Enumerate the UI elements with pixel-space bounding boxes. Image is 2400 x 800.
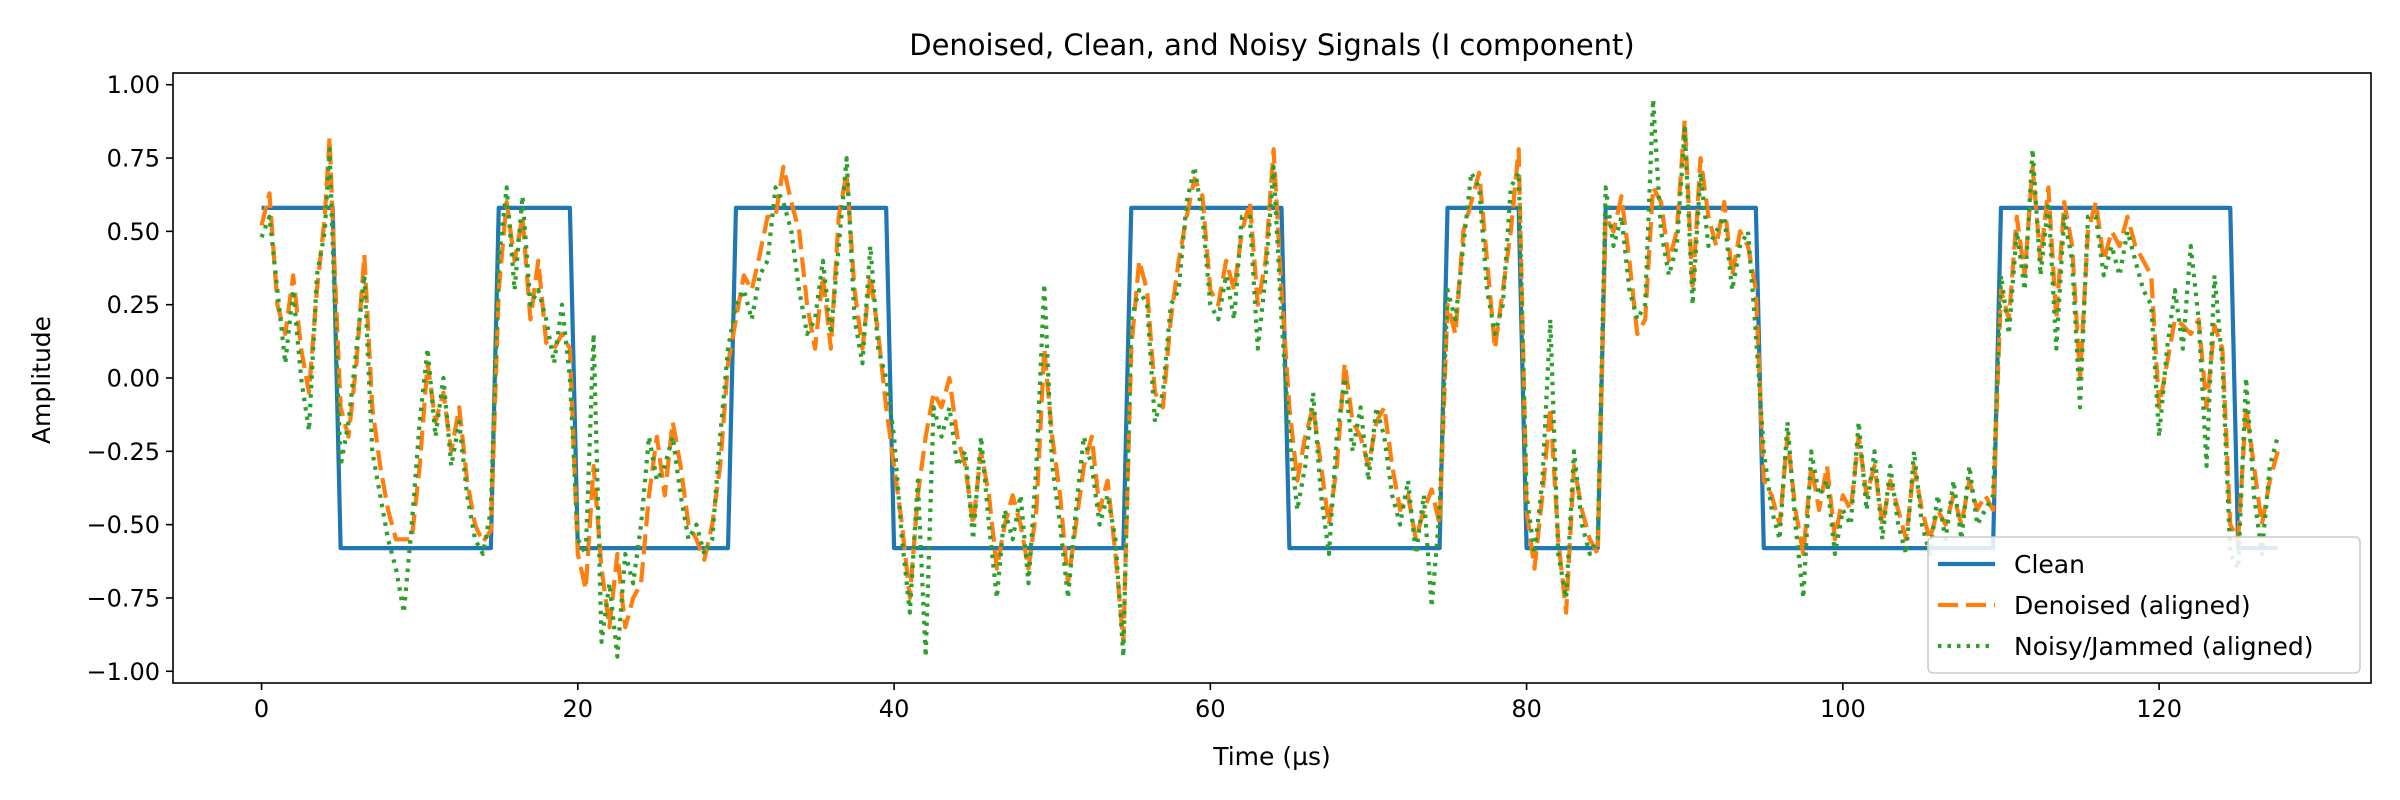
legend: Clean Denoised (aligned) Noisy/Jammed (ali…	[1927, 536, 2361, 674]
y-tick-label: −1.00	[86, 658, 160, 686]
legend-box	[1927, 536, 2361, 674]
legend-label: Denoised (aligned)	[2014, 591, 2251, 620]
y-tick-label: 0.50	[107, 218, 160, 246]
x-tick-label: 0	[254, 695, 269, 723]
y-tick-label: −0.50	[86, 511, 160, 539]
series-line-noisy-jammed-aligned	[259, 97, 2280, 659]
series-group	[259, 97, 2280, 659]
x-tick-label: 40	[879, 695, 910, 723]
x-tick-label: 100	[1820, 695, 1866, 723]
y-tick-label: 0.75	[107, 145, 160, 173]
legend-label: Noisy/Jammed (aligned)	[2014, 632, 2313, 661]
x-tick-label: 20	[563, 695, 594, 723]
x-tick-label: 60	[1195, 695, 1226, 723]
legend-label: Clean	[2014, 550, 2085, 579]
y-tick-label: −0.25	[86, 438, 160, 466]
y-axis-label: Amplitude	[27, 316, 56, 444]
chart-title: Denoised, Clean, and Noisy Signals (I co…	[909, 28, 1635, 62]
y-tick-label: 0.00	[107, 365, 160, 393]
series-line-denoised-aligned	[259, 117, 2280, 645]
y-tick-label: 0.25	[107, 291, 160, 319]
y-tick-label: 1.00	[107, 71, 160, 99]
x-tick-label: 120	[2136, 695, 2182, 723]
y-tick-label: −0.75	[86, 584, 160, 612]
x-tick-label: 80	[1511, 695, 1542, 723]
x-axis-label: Time (µs)	[1212, 742, 1331, 771]
